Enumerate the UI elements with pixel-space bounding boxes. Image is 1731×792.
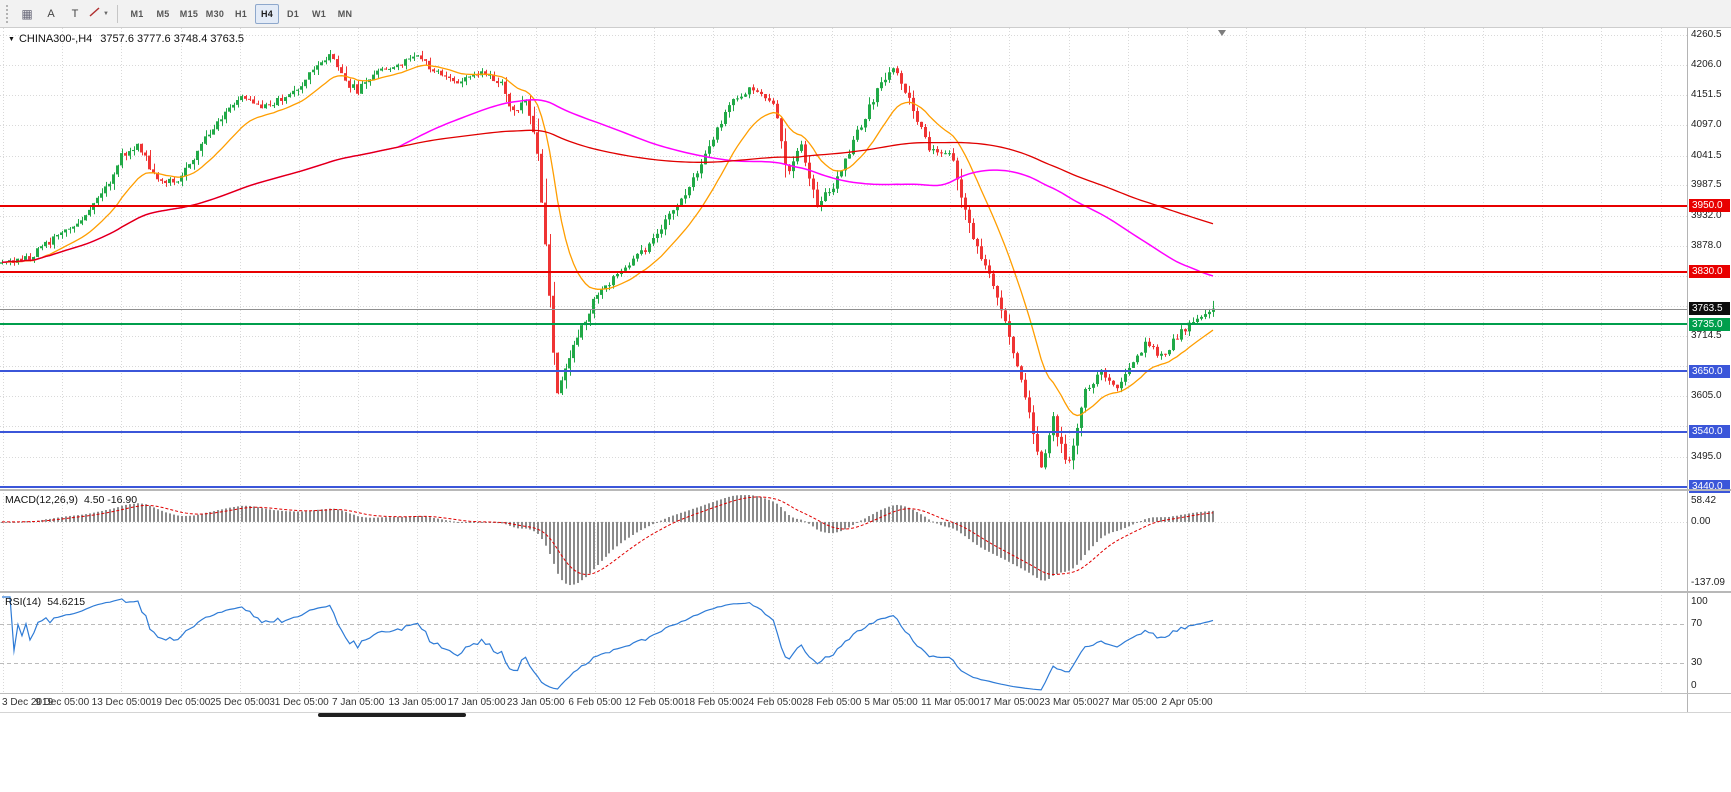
grid-icon: ▦ (21, 6, 33, 21)
date-axis-label: 12 Feb 05:00 (624, 697, 684, 708)
rsi-axis-100: 100 (1691, 596, 1708, 607)
timeframe-button-h4[interactable]: H4 (255, 3, 279, 24)
date-axis-label: 27 Mar 05:00 (1098, 697, 1158, 708)
date-axis-label: 9 Dec 05:00 (35, 697, 90, 708)
price-level-badge: 3540.0 (1689, 425, 1730, 439)
macd-values: 4.50 -16.90 (83, 494, 138, 506)
price-axis-label: 4041.5 (1691, 149, 1722, 161)
toolbar-separator (117, 4, 118, 23)
price-axis-separator (1687, 28, 1688, 712)
date-axis-label: 23 Jan 05:00 (506, 697, 565, 708)
symbol-ohlc-label: ▼ CHINA300-,H4 3757.6 3777.6 3748.4 3763.5 (8, 33, 244, 45)
one-click-trading-arrow-icon[interactable]: ▼ (8, 36, 15, 43)
timeframe-button-h1[interactable]: H1 (234, 8, 248, 19)
date-axis-label: 17 Mar 05:00 (979, 697, 1039, 708)
dropdown-caret-icon: ▼ (103, 10, 109, 17)
price-level-badge: 3830.0 (1689, 265, 1730, 279)
price-axis-label: 4097.0 (1691, 118, 1722, 130)
date-axis-label: 17 Jan 05:00 (447, 697, 506, 708)
timeframe-button-d1[interactable]: D1 (286, 8, 300, 19)
macd-name: MACD(12,26,9) (5, 494, 78, 506)
line-studies-dropdown-button[interactable]: ▼ (88, 4, 110, 24)
date-axis-label: 24 Feb 05:00 (743, 697, 803, 708)
price-level-badge: 3950.0 (1689, 199, 1730, 213)
date-axis-label: 18 Feb 05:00 (683, 697, 743, 708)
date-axis-label: 25 Dec 05:00 (210, 697, 270, 708)
chart-shift-marker[interactable] (1218, 30, 1226, 36)
text-tool-button[interactable]: T (71, 7, 79, 20)
annotation-tool-button[interactable]: A (47, 7, 55, 20)
date-axis-label: 13 Dec 05:00 (91, 697, 152, 708)
price-axis-label: 4260.5 (1691, 28, 1722, 40)
price-axis-label: 3605.0 (1691, 389, 1722, 401)
price-level-badge: 3735.0 (1689, 317, 1730, 331)
date-axis-label: 3 Dec 2019 (2, 697, 54, 708)
rsi-value: 54.6215 (47, 596, 86, 608)
price-axis-label: 3987.5 (1691, 179, 1722, 191)
date-axis-label: 23 Mar 05:00 (1039, 697, 1099, 708)
price-axis-label: 3714.5 (1691, 329, 1722, 341)
price-level-badge: 3650.0 (1689, 364, 1730, 378)
chart-grid-button[interactable]: ▦ (16, 4, 38, 24)
price-axis-label: 4151.5 (1691, 88, 1722, 100)
price-axis-label: 3878.0 (1691, 239, 1722, 251)
date-axis-label: 31 Dec 05:00 (269, 697, 329, 708)
price-axis-label: 4206.0 (1691, 58, 1722, 70)
timeframe-button-m30[interactable]: M30 (205, 8, 225, 19)
rsi-indicator-label: RSI(14) 54.6215 (5, 596, 85, 608)
date-axis-separator (0, 693, 1731, 694)
rsi-axis-0: 0 (1691, 680, 1697, 691)
rsi-axis-70: 70 (1691, 617, 1703, 629)
toolbar-grip[interactable] (6, 4, 10, 23)
date-axis-label: 28 Feb 05:00 (802, 697, 862, 708)
timeframe-toolbar: M1 M5 M15 M30 H1 H4 D1 W1 MN (124, 3, 358, 24)
rsi-axis-30: 30 (1691, 657, 1703, 669)
macd-indicator-label: MACD(12,26,9) 4.50 -16.90 (5, 494, 137, 506)
ohlc-values: 3757.6 3777.6 3748.4 3763.5 (100, 33, 245, 45)
date-axis-label: 2 Apr 05:00 (1161, 697, 1213, 708)
date-axis-label: 11 Mar 05:00 (921, 697, 980, 708)
macd-axis-max: 58.42 (1691, 495, 1717, 506)
timeframe-button-m15[interactable]: M15 (179, 8, 199, 19)
macd-axis-min: -137.09 (1691, 577, 1725, 588)
date-axis-label: 13 Jan 05:00 (388, 697, 447, 708)
date-axis-label: 19 Dec 05:00 (150, 697, 211, 708)
rsi-panel-separator[interactable] (0, 591, 1731, 593)
trendline-icon (89, 6, 101, 21)
macd-axis-zero: 0.00 (1691, 515, 1711, 527)
current-price-badge: 3763.5 (1689, 302, 1730, 316)
price-axis-label: 3495.0 (1691, 450, 1722, 462)
rsi-name: RSI(14) (5, 596, 42, 608)
timeframe-button-w1[interactable]: W1 (311, 8, 327, 19)
timeframe-button-m5[interactable]: M5 (156, 8, 170, 19)
timeframe-button-m1[interactable]: M1 (130, 8, 144, 19)
date-axis-label: 6 Feb 05:00 (568, 697, 622, 708)
price-axis-label: 3932.0 (1691, 209, 1722, 221)
price-level-badge: 3440.0 (1689, 480, 1730, 494)
macd-panel-separator[interactable] (0, 489, 1731, 491)
symbol-period-label: CHINA300-,H4 (18, 33, 93, 45)
date-axis-label: 5 Mar 05:00 (864, 697, 918, 708)
date-axis-label: 7 Jan 05:00 (332, 697, 385, 708)
timeframe-button-mn[interactable]: MN (337, 8, 353, 19)
window-bottom-edge (0, 712, 1731, 713)
horizontal-scrollbar-thumb[interactable] (318, 713, 466, 717)
top-toolbar: ▦ A T ▼ M1 M5 M15 M30 H1 H4 D1 W1 MN (0, 0, 1731, 28)
